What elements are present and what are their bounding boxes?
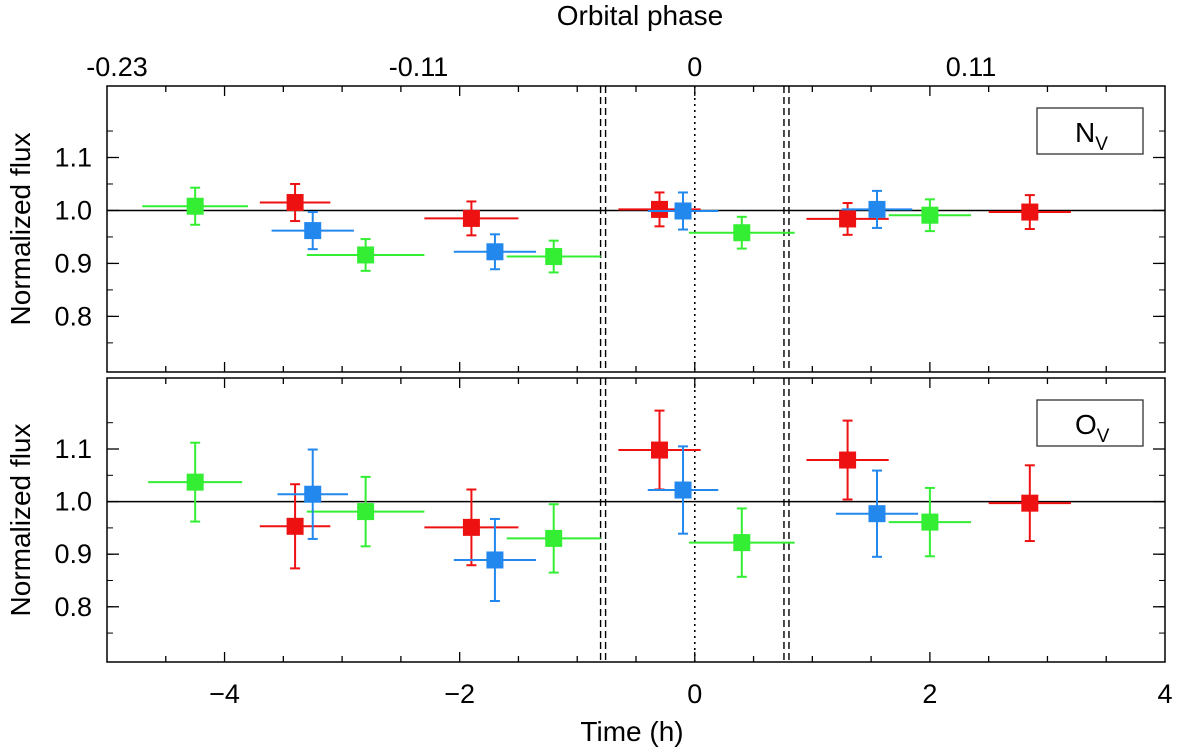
y-tick-label: 0.9 — [54, 248, 92, 278]
legend-box — [1036, 107, 1144, 155]
data-point-green — [888, 198, 972, 233]
data-point-blue — [453, 233, 537, 271]
square-marker — [304, 222, 322, 240]
data-point-green — [142, 186, 249, 226]
square-marker — [674, 202, 692, 220]
top-axis-title: Orbital phase — [557, 0, 724, 31]
data-point-red — [259, 483, 331, 570]
top-tick-label: 0 — [687, 52, 702, 82]
x-tick-label: 2 — [922, 679, 937, 709]
square-marker — [186, 473, 204, 491]
square-marker — [733, 224, 751, 242]
legend-box — [1036, 399, 1144, 447]
square-marker — [674, 481, 692, 499]
square-marker — [839, 451, 857, 469]
square-marker — [304, 485, 322, 503]
square-marker — [1021, 494, 1039, 512]
square-marker — [486, 243, 504, 261]
legend: OV — [1036, 399, 1144, 447]
square-marker — [462, 209, 480, 227]
data-point-red — [618, 409, 701, 491]
top-tick-label: -0.11 — [389, 52, 449, 82]
data-point-green — [688, 215, 795, 250]
top-tick-label: 0.11 — [946, 52, 997, 82]
data-point-blue — [647, 445, 719, 535]
square-marker — [651, 441, 669, 459]
square-marker — [286, 517, 304, 535]
y-tick-label: 0.8 — [54, 301, 92, 331]
data-point-blue — [841, 189, 913, 229]
square-marker — [733, 534, 751, 552]
plot-frame — [106, 377, 1166, 663]
legend-ion: N — [1075, 117, 1095, 148]
y-axis-title: Normalized flux — [5, 133, 36, 326]
data-point-red — [988, 464, 1071, 543]
plot-frame — [106, 85, 1166, 373]
square-marker — [357, 503, 375, 521]
data-point-red — [806, 419, 889, 501]
x-tick-label: 0 — [687, 679, 702, 709]
data-point-green — [148, 441, 243, 523]
y-tick-label: 1.0 — [54, 487, 92, 517]
y-tick-label: 1.1 — [54, 143, 92, 173]
square-marker — [462, 518, 480, 536]
data-point-green — [888, 486, 972, 558]
data-point-red — [424, 488, 519, 567]
data-point-red — [424, 200, 519, 237]
square-marker — [651, 200, 669, 218]
square-marker — [921, 206, 939, 224]
square-marker — [486, 551, 504, 569]
square-marker — [545, 529, 563, 547]
data-point-blue — [835, 469, 919, 558]
top-tick-label: -0.23 — [86, 52, 148, 82]
data-point-green — [506, 239, 601, 274]
legend-ion: O — [1075, 409, 1097, 440]
square-marker — [868, 505, 886, 523]
square-marker — [921, 513, 939, 531]
panel-ov: 0.8 0.9 1.0 1.1 Normalized flux OV — [5, 377, 1166, 663]
x-tick-label: −2 — [444, 679, 475, 709]
data-point-blue — [453, 517, 537, 602]
legend-ionization: V — [1097, 426, 1110, 447]
square-marker — [186, 197, 204, 215]
square-marker — [545, 248, 563, 266]
bottom-axis-ticks: −4 −2 0 2 4 — [209, 679, 1172, 709]
panel-nv: 0.8 0.9 1.0 1.1 Normalized flux NV — [5, 85, 1166, 373]
data-point-blue — [647, 191, 719, 231]
x-tick-label: 4 — [1157, 679, 1172, 709]
y-tick-label: 0.8 — [54, 592, 92, 622]
data-point-red — [259, 182, 331, 223]
legend-ionization: V — [1095, 134, 1108, 155]
square-marker — [839, 210, 857, 228]
legend-label: NV — [1075, 117, 1108, 155]
y-tick-label: 1.0 — [54, 195, 92, 225]
data-point-red — [988, 194, 1071, 230]
x-tick-label: −4 — [209, 679, 240, 709]
y-axis-title: Normalized flux — [5, 424, 36, 617]
x-axis-title: Time (h) — [580, 716, 683, 747]
square-marker — [1021, 203, 1039, 221]
data-point-green — [506, 503, 601, 574]
data-point-green — [688, 507, 795, 578]
data-point-red — [806, 202, 889, 236]
y-tick-label: 1.1 — [54, 434, 92, 464]
data-point-green — [306, 475, 425, 548]
square-marker — [357, 246, 375, 264]
legend: NV — [1036, 107, 1144, 155]
data-point-green — [306, 238, 425, 272]
square-marker — [286, 194, 304, 212]
data-point-blue — [271, 211, 354, 251]
y-tick-label: 0.9 — [54, 539, 92, 569]
square-marker — [868, 200, 886, 218]
legend-label: OV — [1075, 409, 1110, 447]
data-point-blue — [277, 448, 348, 540]
